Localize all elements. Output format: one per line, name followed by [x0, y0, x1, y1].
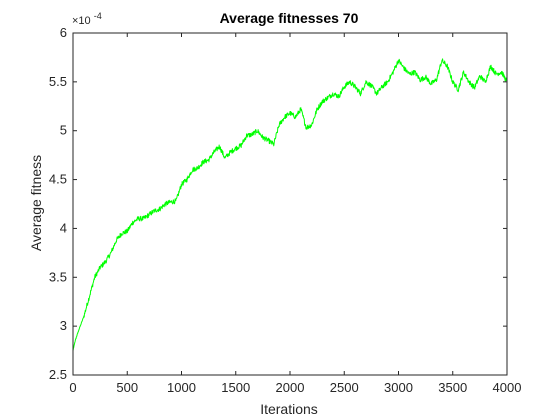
x-tick-label: 1500	[221, 380, 250, 395]
y-tick-label: 6	[60, 25, 67, 40]
series-line	[72, 58, 508, 351]
y-tick-label: 5.5	[49, 74, 67, 89]
plot-area	[73, 33, 507, 375]
x-tick-label: 2500	[330, 380, 359, 395]
y-tick-label: 5	[60, 123, 67, 138]
x-tick-label: 500	[116, 380, 138, 395]
x-tick-label: 1000	[167, 380, 196, 395]
x-tick-label: 3000	[384, 380, 413, 395]
y-tick-label: 2.5	[49, 367, 67, 382]
chart-title: Average fitnesses 70	[220, 10, 359, 26]
plot-frame	[72, 32, 508, 376]
x-axis-label: Iterations	[260, 401, 318, 417]
y-axis-ticks: 2.5 3 3.5 4 4.5 5 5.5 6	[49, 25, 507, 382]
y-axis-label: Average fitness	[28, 155, 44, 251]
y-tick-label: 3.5	[49, 269, 67, 284]
y-axis-exponent: ×10 -4	[72, 11, 102, 27]
y-axis-exponent-power: -4	[94, 11, 102, 21]
series-layer	[72, 58, 508, 351]
x-tick-label: 3500	[438, 380, 467, 395]
y-axis-exponent-base: ×10	[72, 15, 91, 27]
y-tick-label: 4.5	[49, 172, 67, 187]
x-tick-label: 0	[69, 380, 76, 395]
y-tick-label: 4	[60, 220, 67, 235]
x-tick-label: 4000	[493, 380, 522, 395]
y-tick-label: 3	[60, 318, 67, 333]
x-tick-label: 2000	[276, 380, 305, 395]
x-axis-ticks: 0 500 1000 1500 2000 2500 3000 3500 4000	[69, 33, 521, 395]
